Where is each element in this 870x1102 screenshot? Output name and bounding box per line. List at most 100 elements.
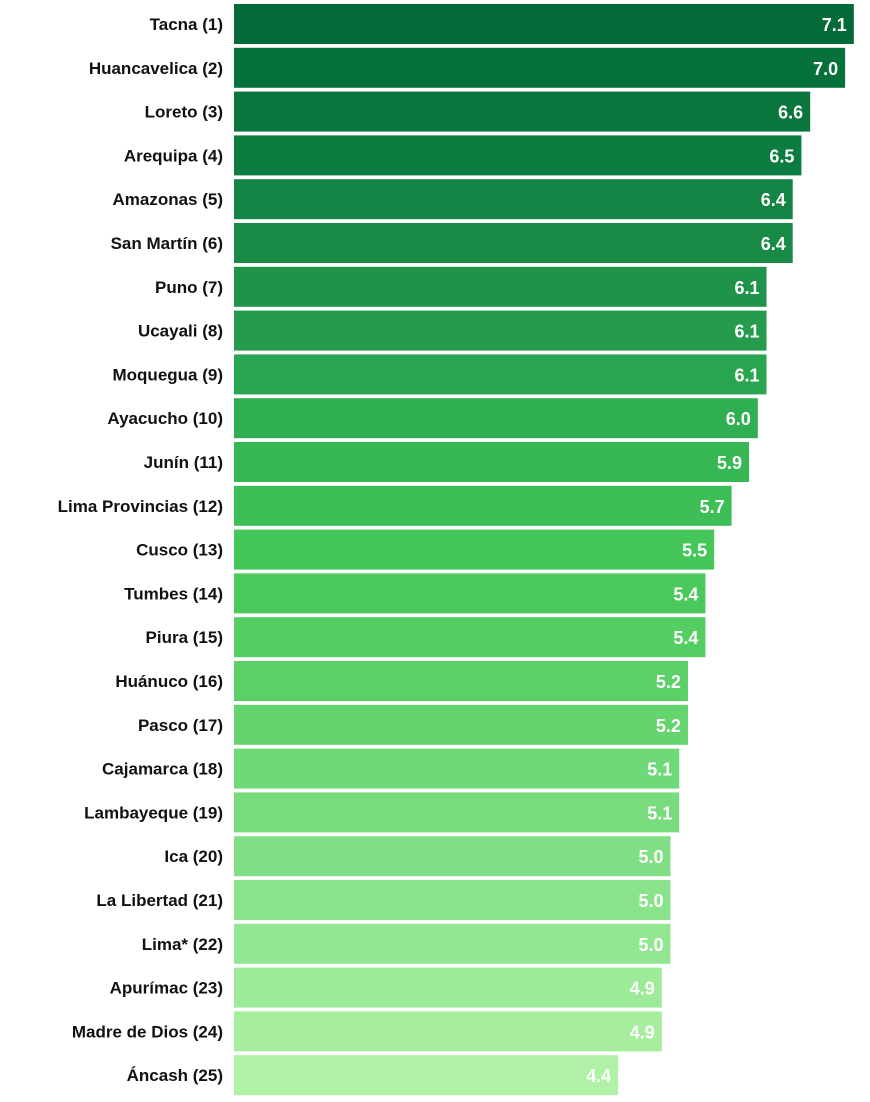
category-label: Huancavelica (2)	[89, 59, 223, 78]
bar-row: Junín (11) 5.9	[144, 442, 750, 482]
category-label: Madre de Dios (24)	[72, 1022, 223, 1041]
bar	[234, 485, 732, 526]
value-label: 6.4	[761, 190, 786, 210]
category-label: Ica (20)	[164, 847, 223, 866]
bar	[234, 792, 680, 833]
bar-row: Apurímac (23) 4.9	[110, 967, 662, 1008]
bar	[234, 442, 750, 482]
bar	[234, 967, 662, 1008]
bar	[234, 617, 706, 658]
value-label: 5.1	[647, 803, 672, 823]
bar	[234, 748, 680, 789]
value-label: 5.7	[700, 497, 725, 517]
category-label: Amazonas (5)	[112, 190, 223, 209]
bar-row: Ucayali (8) 6.1	[138, 310, 767, 351]
value-label: 5.0	[638, 847, 663, 867]
bar-row: Huánuco (16) 5.2	[115, 661, 688, 701]
value-label: 6.5	[769, 146, 794, 166]
bar-row: Cusco (13) 5.5	[136, 529, 715, 570]
value-label: 6.6	[778, 103, 803, 123]
bar-row: Áncash (25) 4.4	[127, 1055, 619, 1096]
value-label: 5.2	[656, 672, 681, 692]
value-label: 6.4	[761, 234, 786, 254]
value-label: 6.1	[734, 365, 759, 385]
bar	[234, 91, 811, 132]
bar	[234, 223, 793, 263]
category-label: Apurímac (23)	[110, 979, 223, 998]
value-label: 6.1	[734, 322, 759, 342]
category-label: Cajamarca (18)	[102, 760, 223, 779]
value-label: 5.5	[682, 541, 707, 561]
bar	[234, 135, 802, 176]
category-label: San Martín (6)	[111, 234, 223, 253]
bar	[234, 47, 846, 88]
bar-row: Lima Provincias (12) 5.7	[58, 485, 732, 526]
category-label: Lima* (22)	[142, 935, 223, 954]
value-label: 5.1	[647, 760, 672, 780]
bar-row: Lima* (22) 5.0	[142, 923, 671, 964]
category-label: Tumbes (14)	[124, 584, 223, 603]
bar-row: Huancavelica (2) 7.0	[89, 47, 846, 88]
bar-row: Pasco (17) 5.2	[138, 704, 688, 745]
category-label: Pasco (17)	[138, 716, 223, 735]
bar	[234, 880, 671, 920]
bar-row: Tumbes (14) 5.4	[124, 573, 706, 614]
bar-row: Cajamarca (18) 5.1	[102, 748, 680, 789]
category-label: Arequipa (4)	[124, 146, 223, 165]
bar-row: Ica (20) 5.0	[164, 836, 671, 877]
bar-row: Lambayeque (19) 5.1	[84, 792, 680, 833]
bar	[234, 661, 688, 701]
bar	[234, 310, 767, 351]
category-label: La Libertad (21)	[96, 891, 223, 910]
value-label: 4.9	[630, 1022, 655, 1042]
category-label: Lambayeque (19)	[84, 803, 223, 822]
bar-row: Puno (7) 6.1	[155, 266, 767, 307]
bar	[234, 836, 671, 877]
bar	[234, 179, 793, 220]
value-label: 4.9	[630, 979, 655, 999]
value-label: 5.2	[656, 716, 681, 736]
value-label: 5.4	[673, 628, 698, 648]
value-label: 5.9	[717, 453, 742, 473]
category-label: Cusco (13)	[136, 541, 223, 560]
bar	[234, 354, 767, 395]
bar	[234, 573, 706, 614]
bar-row: Madre de Dios (24) 4.9	[72, 1011, 662, 1052]
bar-row: Ayacucho (10) 6.0	[107, 398, 758, 439]
value-label: 7.0	[813, 59, 838, 79]
category-label: Loreto (3)	[145, 103, 223, 122]
bar	[234, 1055, 619, 1096]
value-label: 5.4	[673, 584, 698, 604]
bar	[234, 1011, 662, 1052]
bar	[234, 529, 715, 570]
bar-row: Amazonas (5) 6.4	[112, 179, 793, 220]
category-label: Piura (15)	[146, 628, 223, 647]
category-label: Lima Provincias (12)	[58, 497, 223, 516]
bar-row: Loreto (3) 6.6	[145, 91, 811, 132]
category-label: Tacna (1)	[150, 15, 223, 34]
bar-row: Piura (15) 5.4	[146, 617, 706, 658]
category-label: Junín (11)	[144, 453, 223, 472]
category-label: Ucayali (8)	[138, 322, 223, 341]
category-label: Puno (7)	[155, 278, 223, 297]
category-label: Ayacucho (10)	[107, 409, 223, 428]
bar-row: San Martín (6) 6.4	[111, 223, 793, 263]
value-label: 6.1	[734, 278, 759, 298]
bar	[234, 704, 688, 745]
bar	[234, 4, 854, 44]
bar-row: La Libertad (21) 5.0	[96, 880, 671, 920]
value-label: 5.0	[638, 935, 663, 955]
value-label: 7.1	[822, 15, 847, 35]
bar	[234, 923, 671, 964]
bar-row: Moquegua (9) 6.1	[113, 354, 767, 395]
category-label: Moquegua (9)	[113, 365, 224, 384]
bar	[234, 266, 767, 307]
category-label: Áncash (25)	[127, 1066, 223, 1085]
bar-row: Tacna (1) 7.1	[150, 4, 854, 44]
category-label: Huánuco (16)	[115, 672, 223, 691]
value-label: 5.0	[638, 891, 663, 911]
bar-row: Arequipa (4) 6.5	[124, 135, 802, 176]
value-label: 6.0	[726, 409, 751, 429]
